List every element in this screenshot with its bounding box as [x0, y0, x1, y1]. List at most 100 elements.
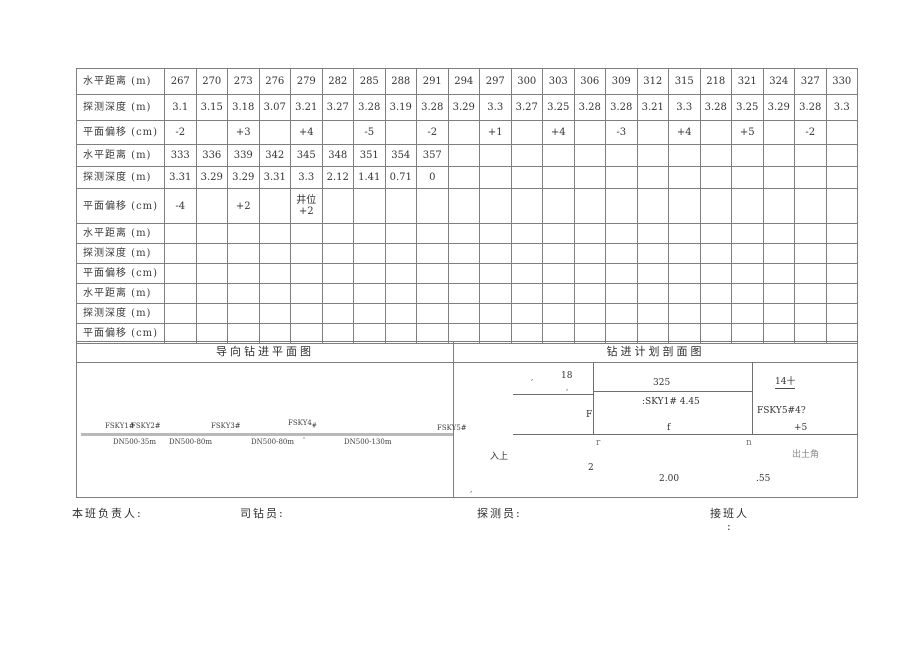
cell: 3.07 — [258, 94, 291, 121]
cell: 3.29 — [762, 94, 795, 121]
cell — [699, 303, 732, 324]
row-label: 水平距离 (m) — [76, 223, 165, 244]
cell: 3.29 — [227, 166, 260, 189]
cell: 357 — [416, 144, 449, 167]
pipe-label-3: DN500-80m — [251, 438, 295, 446]
cell — [164, 283, 197, 304]
cell — [384, 283, 417, 304]
cell — [353, 283, 386, 304]
cell — [794, 223, 827, 244]
cell — [164, 223, 197, 244]
cell — [825, 243, 858, 264]
profile-view-panel: 钻进计划剖面图 , 18 , 325 14十 :SKY1# 4.45 F FSK… — [454, 342, 857, 497]
cell: 312 — [636, 68, 669, 95]
cell — [447, 188, 480, 224]
cell — [384, 263, 417, 284]
cell: 279 — [290, 68, 323, 95]
cell: 3.27 — [510, 94, 543, 121]
profile-tick-1: , — [531, 374, 534, 382]
table-row: 平面偏移 (cm) -2 +3 +4 -5 -2 +1 +4 -3 +4 +5 -2 — [76, 120, 858, 145]
cell — [195, 283, 228, 304]
cell — [699, 120, 732, 145]
cell — [573, 303, 606, 324]
cell: 2.12 — [321, 166, 354, 189]
cell: 336 — [195, 144, 228, 167]
cell — [699, 283, 732, 304]
well-label-fsky4: FSKY4# — [288, 419, 317, 430]
cell — [542, 243, 575, 264]
cell — [668, 223, 701, 244]
cell: 348 — [321, 144, 354, 167]
cell — [384, 120, 417, 145]
cell — [668, 166, 701, 189]
row-label: 探测深度 (m) — [76, 166, 165, 189]
row-label: 水平距离 (m) — [76, 283, 165, 304]
cell: +4 — [668, 120, 701, 145]
cell — [479, 243, 512, 264]
table-row: 水平距离 (m) 267 270 273 276 279 282 285 288 291 294 29… — [76, 68, 858, 95]
cell — [416, 263, 449, 284]
cell — [321, 263, 354, 284]
cell — [731, 303, 764, 324]
cell — [447, 243, 480, 264]
cell — [227, 303, 260, 324]
measurement-table-body: 水平距离 (m) 267 270 273 276 279 282 285 288 291 294 29… — [76, 68, 858, 344]
cell — [510, 263, 543, 284]
pipeline-line — [81, 433, 453, 436]
cell — [510, 283, 543, 304]
cell: +4 — [542, 120, 575, 145]
cell: 327 — [794, 68, 827, 95]
cell — [573, 144, 606, 167]
cell — [668, 188, 701, 224]
cell — [258, 283, 291, 304]
cell: 324 — [762, 68, 795, 95]
cell: +2 — [227, 188, 260, 224]
cell: 3.28 — [353, 94, 386, 121]
cell — [731, 243, 764, 264]
row-label: 平面偏移 (cm) — [76, 120, 165, 145]
cell — [605, 303, 638, 324]
cell — [258, 303, 291, 324]
cell — [573, 263, 606, 284]
well-label-fsky4-subscript: # — [311, 422, 317, 430]
cell — [794, 144, 827, 167]
cell — [825, 120, 858, 145]
cell — [353, 223, 386, 244]
cell — [258, 263, 291, 284]
cell — [668, 283, 701, 304]
table-row: 探测深度 (m) 3.31 3.29 3.29 3.31 3.3 2.12 1.41 0.71 0 — [76, 166, 858, 189]
plan-view-title: 导向钻进平面图 — [77, 342, 453, 363]
cell — [825, 283, 858, 304]
cell: 3.18 — [227, 94, 260, 121]
row-label: 探测深度 (m) — [76, 94, 165, 121]
cell: 267 — [164, 68, 197, 95]
cell — [794, 166, 827, 189]
row-label: 水平距离 (m) — [76, 144, 165, 167]
diagrams-section: 导向钻进平面图 FSKY1# FSKY2# FSKY3# FSKY4# FSKY… — [76, 341, 858, 498]
cell: 3.25 — [542, 94, 575, 121]
cell: -2 — [416, 120, 449, 145]
cell — [668, 144, 701, 167]
cell: -3 — [605, 120, 638, 145]
profile-vline-left — [593, 363, 594, 435]
cell: +4 — [290, 120, 323, 145]
cell — [825, 303, 858, 324]
table-row: 探测深度 (m) 3.1 3.15 3.18 3.07 3.21 3.27 3.28 3.19 3… — [76, 94, 858, 121]
profile-well5-label: FSKY5#4? — [757, 406, 806, 416]
cell: -2 — [794, 120, 827, 145]
cell — [290, 303, 323, 324]
cell: 330 — [825, 68, 858, 95]
signature-relief-colon: : — [727, 520, 733, 533]
pipe-label-1: DN500-35m — [113, 438, 157, 446]
profile-hline-left — [513, 394, 593, 395]
profile-length-325: 325 — [653, 378, 671, 388]
profile-r-label: r — [596, 438, 601, 448]
cell — [321, 188, 354, 224]
cell: 3.21 — [290, 94, 323, 121]
cell — [416, 243, 449, 264]
cell: 3.3 — [479, 94, 512, 121]
cell — [794, 303, 827, 324]
cell — [321, 243, 354, 264]
cell — [258, 120, 291, 145]
cell — [384, 243, 417, 264]
